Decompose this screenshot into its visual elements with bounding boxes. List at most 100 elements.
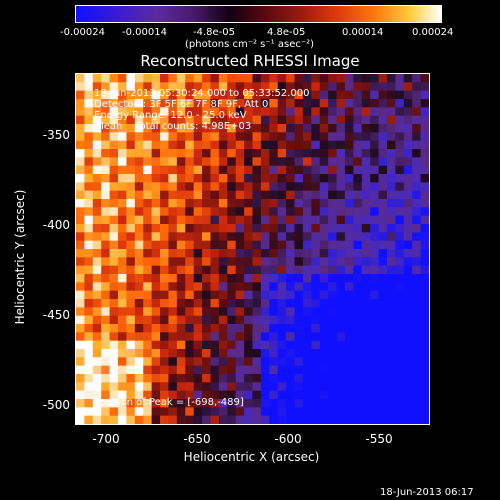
heatmap-cell (168, 282, 178, 292)
heatmap-cell (403, 124, 413, 133)
heatmap-cell (227, 299, 237, 308)
heatmap-cell (386, 399, 396, 408)
heatmap-cell (277, 190, 287, 200)
heatmap-cell (84, 224, 94, 233)
heatmap-cell (151, 124, 161, 133)
heatmap-cell (420, 332, 429, 342)
heatmap-cell (386, 182, 396, 192)
heatmap-cell (252, 415, 262, 424)
heatmap-cell (302, 199, 312, 208)
heatmap-cell (218, 90, 228, 100)
heatmap-cell (353, 115, 363, 125)
heatmap-cell (386, 415, 396, 424)
heatmap-cell (412, 374, 422, 383)
heatmap-cell (319, 407, 329, 417)
heatmap-cell (84, 315, 94, 325)
heatmap-cell (420, 349, 429, 358)
heatmap-cell (151, 274, 161, 283)
heatmap-cell (101, 357, 111, 367)
heatmap-cell (386, 132, 396, 142)
heatmap-cell (252, 174, 262, 183)
heatmap-cell (210, 165, 220, 175)
heatmap-cell (227, 365, 237, 375)
heatmap-cell (378, 224, 388, 233)
heatmap-cell (302, 215, 312, 225)
heatmap-cell (210, 215, 220, 225)
heatmap-cell (286, 115, 296, 125)
heatmap-cell (294, 299, 304, 308)
heatmap-cell (134, 165, 144, 175)
heatmap-cell (395, 99, 405, 108)
heatmap-cell (336, 315, 346, 325)
heatmap-cell (101, 165, 111, 175)
heatmap-cell (252, 407, 262, 417)
heatmap-cell (260, 74, 270, 83)
heatmap-cell (269, 390, 279, 400)
heatmap-cell (328, 190, 338, 200)
heatmap-cell (286, 307, 296, 317)
heatmap-cell (412, 382, 422, 392)
heatmap-cell (101, 115, 111, 125)
heatmap-cell (118, 132, 127, 142)
peak-label: Position of Peak = [-698,-489] (94, 397, 244, 408)
heatmap-cell (294, 215, 304, 225)
heatmap-cell (244, 365, 253, 375)
heatmap-cell (244, 415, 253, 424)
heatmap-cell (260, 132, 270, 142)
heatmap-cell (126, 265, 136, 275)
heatmap-cell (353, 224, 363, 233)
heatmap-cell (294, 149, 304, 158)
heatmap-cell (92, 324, 102, 333)
heatmap-cell (277, 99, 287, 108)
heatmap-cell (412, 90, 422, 100)
heatmap-cell (92, 349, 102, 358)
heatmap-cell (134, 190, 144, 200)
heatmap-cell (302, 307, 312, 317)
heatmap-cell (227, 265, 237, 275)
heatmap-cell (403, 190, 413, 200)
heatmap-cell (386, 265, 396, 275)
heatmap-cell (386, 282, 396, 292)
heatmap-cell (344, 224, 354, 233)
heatmap-cell (210, 224, 220, 233)
heatmap-cell (403, 399, 413, 408)
heatmap-cell (185, 107, 195, 117)
heatmap-cell (344, 157, 354, 167)
y-axis-title: Heliocentric Y (arcsec) (13, 189, 27, 325)
heatmap-cell (151, 382, 161, 392)
heatmap-cell (420, 74, 429, 83)
heatmap-cell (286, 349, 296, 358)
heatmap-cell (202, 365, 211, 375)
heatmap-cell (151, 115, 161, 125)
heatmap-cell (361, 240, 371, 250)
heatmap-cell (260, 107, 270, 117)
heatmap-cell (193, 199, 203, 208)
heatmap-cell (76, 82, 85, 92)
heatmap-cell (143, 165, 153, 175)
heatmap-cell (395, 315, 405, 325)
heatmap-cell (344, 232, 354, 242)
heatmap-cell (126, 174, 136, 183)
heatmap-cell (84, 340, 94, 350)
heatmap-cell (160, 140, 169, 150)
heatmap-cell (118, 249, 127, 258)
heatmap-cell (269, 315, 279, 325)
heatmap-cell (168, 415, 178, 424)
heatmap-cell (277, 340, 287, 350)
heatmap-cell (370, 74, 380, 83)
heatmap-cell (160, 232, 169, 242)
heatmap-cell (328, 415, 338, 424)
heatmap-cell (227, 257, 237, 267)
heatmap-cell (311, 232, 321, 242)
heatmap-cell (328, 232, 338, 242)
heatmap-cell (353, 182, 363, 192)
heatmap-cell (269, 249, 279, 258)
heatmap-cell (361, 140, 371, 150)
heatmap-cell (126, 374, 136, 383)
heatmap-cell (302, 207, 312, 217)
heatmap-cell (277, 165, 287, 175)
heatmap-cell (344, 182, 354, 192)
heatmap-cell (118, 365, 127, 375)
heatmap-cell (227, 332, 237, 342)
heatmap-cell (344, 382, 354, 392)
